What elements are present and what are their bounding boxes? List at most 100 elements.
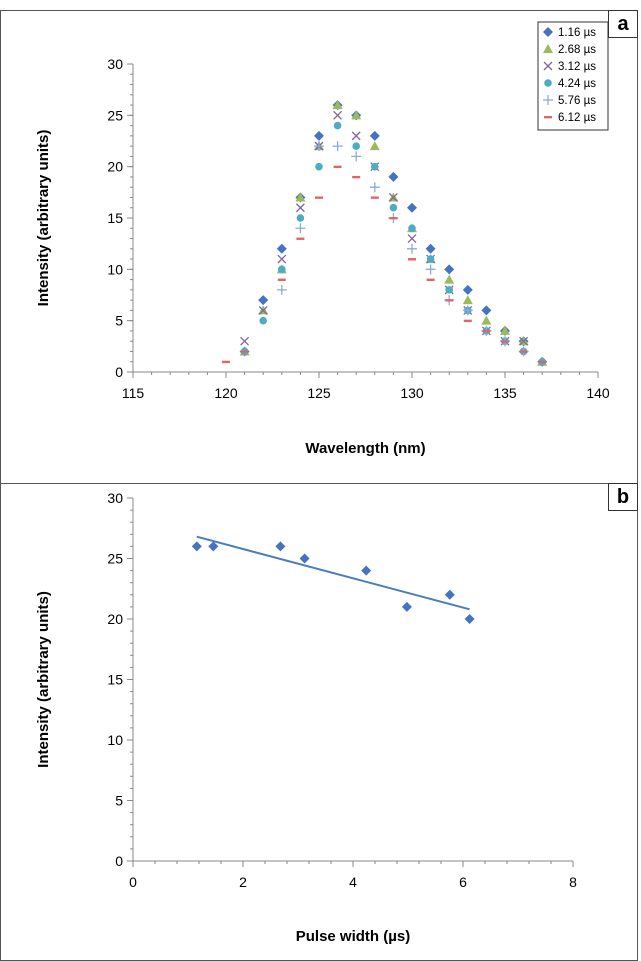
data-point	[426, 278, 435, 281]
data-point	[519, 336, 529, 346]
data-point	[315, 196, 323, 199]
y-tick-label: 30	[107, 56, 123, 72]
data-point	[369, 141, 380, 151]
data-point	[333, 165, 342, 169]
data-point	[332, 141, 343, 152]
legend-marker	[543, 27, 553, 37]
y-tick-label: 15	[107, 672, 123, 688]
y-tick-label: 0	[115, 364, 123, 380]
data-point	[332, 100, 343, 110]
data-point	[333, 110, 343, 120]
x-tick-label: 125	[307, 385, 331, 401]
data-point	[407, 202, 417, 213]
legend-label: 2.68 µs	[558, 44, 596, 56]
x-tick-label: 135	[493, 385, 517, 401]
legend-marker	[544, 116, 552, 119]
legend-box	[537, 21, 609, 131]
legend-marker	[543, 61, 553, 71]
data-point	[444, 264, 455, 275]
data-point	[369, 182, 380, 193]
data-point	[276, 243, 287, 254]
legend-label: 6.12 µs	[558, 112, 596, 124]
chart-panel-b: b 0 2 4 6 8 0 5 10 15 20 25 30 Pulse width (µs) Inten…	[0, 483, 638, 961]
data-point	[388, 171, 399, 182]
data-point	[463, 319, 472, 323]
x-tick-label: 115	[122, 385, 145, 401]
data-point	[369, 130, 380, 141]
data-point	[352, 142, 361, 150]
data-point	[425, 243, 436, 254]
panel-label-a: a	[608, 10, 638, 38]
data-point	[295, 203, 305, 213]
legend-label: 1.16 µs	[558, 27, 596, 39]
y-tick-label: 10	[107, 261, 123, 277]
data-point	[500, 325, 510, 335]
data-point	[389, 217, 398, 220]
data-point	[370, 196, 379, 199]
legend-marker	[543, 95, 553, 105]
data-point	[277, 254, 287, 264]
series-1	[191, 541, 475, 624]
data-point	[275, 541, 286, 552]
legend: 1.16 µs 2.68 µs 3.12 µs 4.24 µs 5.76 µs 6.12 …	[537, 21, 609, 131]
data-point	[408, 258, 416, 261]
data-point	[444, 589, 455, 600]
data-point	[445, 299, 454, 302]
x-tick-label: 0	[129, 874, 137, 890]
legend-marker	[544, 79, 552, 87]
data-point	[538, 360, 547, 364]
x-tick-label: 120	[214, 385, 238, 401]
data-point	[462, 305, 473, 316]
data-point	[462, 295, 473, 305]
data-point	[352, 175, 361, 179]
data-point	[258, 295, 269, 306]
legend-label: 5.76 µs	[558, 95, 596, 107]
series-6	[222, 165, 547, 364]
data-point	[208, 541, 219, 552]
data-point	[240, 350, 249, 353]
x-tick-label: 140	[586, 385, 610, 401]
chart-b-plot: 0 2 4 6 8 0 5 10 15 20 25 30 Pulse width (µs) Intensi…	[35, 490, 577, 945]
data-point	[259, 316, 268, 325]
data-point	[425, 264, 436, 275]
panel-label-b: b	[608, 483, 638, 511]
data-point	[315, 162, 323, 171]
x-axis-title: Wavelength (nm)	[305, 440, 425, 457]
data-point	[222, 360, 230, 364]
data-point	[276, 284, 287, 295]
x-tick-label: 130	[400, 385, 424, 401]
legend-label: 4.24 µs	[558, 78, 596, 90]
y-tick-label: 15	[107, 210, 123, 226]
data-point	[481, 315, 492, 325]
data-point	[481, 305, 492, 316]
data-point	[333, 121, 342, 130]
data-point	[445, 286, 454, 294]
y-tick-label: 25	[107, 107, 123, 123]
data-point	[361, 565, 372, 576]
chart-panel-a: a 115 120 125 130 135 140 0 5 10 15 20 25 30 Waveleng…	[0, 10, 638, 484]
data-point	[351, 151, 362, 162]
data-point	[408, 224, 416, 233]
series-2	[239, 100, 548, 366]
y-axis-title: Intensity (arbitrary units)	[35, 130, 52, 307]
data-point	[444, 274, 455, 284]
legend-marker	[543, 44, 553, 53]
data-point	[464, 614, 475, 624]
data-point	[407, 243, 417, 254]
chart-a-plot: 115 120 125 130 135 140 0 5 10 15 20 25 30 Wavelength…	[35, 21, 610, 457]
data-point	[351, 131, 361, 141]
data-point	[501, 340, 509, 343]
x-tick-label: 2	[239, 874, 247, 890]
axes: 115 120 125 130 135 140 0 5 10 15 20 25 30	[107, 56, 609, 401]
data-point	[278, 265, 286, 274]
x-axis-title: Pulse width (µs)	[296, 928, 411, 945]
data-point	[240, 336, 250, 346]
data-point	[482, 329, 491, 333]
x-tick-label: 8	[569, 874, 577, 890]
y-axis-title: Intensity (arbitrary units)	[35, 591, 52, 768]
data-point	[462, 284, 473, 295]
axes: 0 2 4 6 8 0 5 10 15 20 25 30	[107, 490, 577, 890]
y-tick-label: 20	[107, 159, 123, 175]
x-tick-label: 4	[349, 874, 357, 890]
series-4	[240, 121, 546, 366]
